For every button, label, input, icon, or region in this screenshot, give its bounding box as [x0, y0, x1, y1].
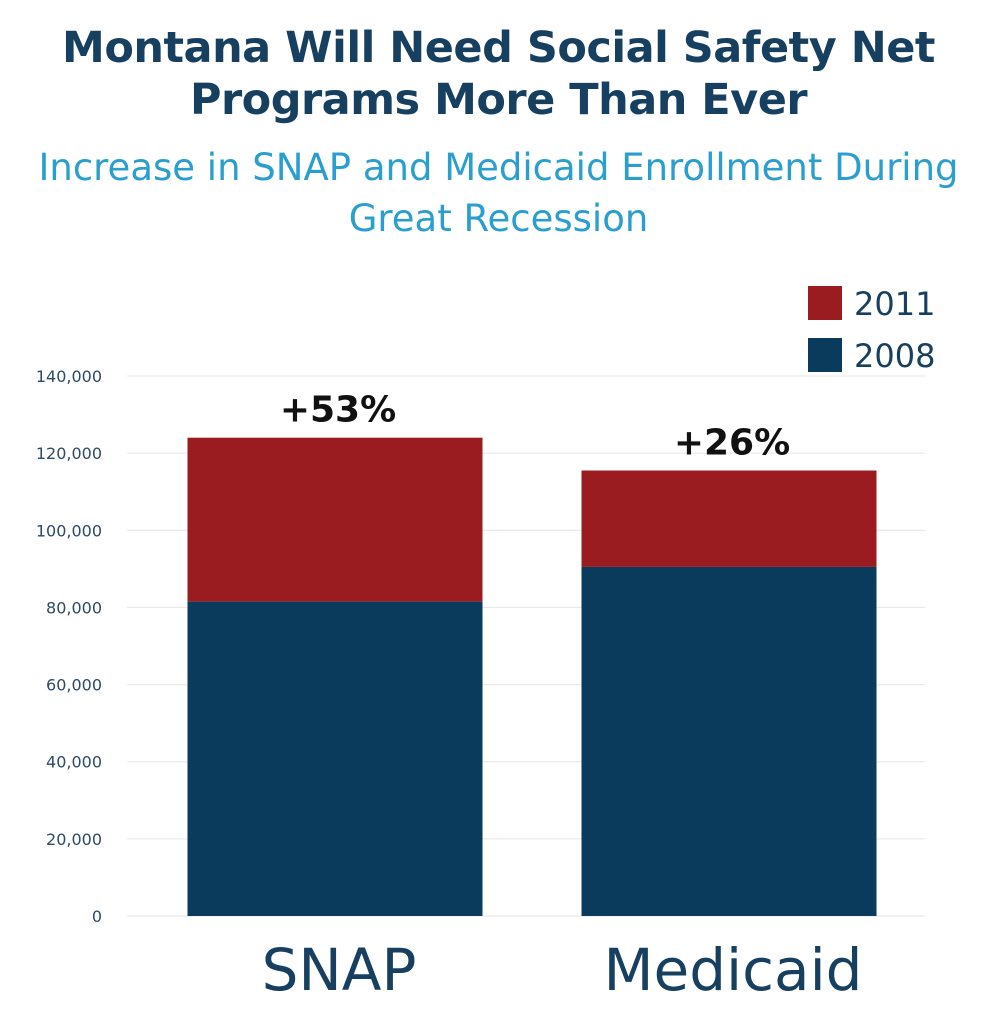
y-tick-label: 60,000	[46, 676, 102, 695]
y-tick-label: 100,000	[36, 521, 102, 540]
chart-subtitle: Increase in SNAP and Medicaid Enrollment…	[38, 146, 959, 240]
y-tick-label: 20,000	[46, 830, 102, 849]
legend-swatch-2008	[808, 338, 842, 372]
x-category-label: SNAP	[262, 936, 417, 1004]
y-tick-label: 0	[92, 907, 102, 926]
increase-label: +53%	[280, 390, 396, 431]
legend-swatch-2011	[808, 286, 842, 320]
bar-2008-snap	[187, 601, 483, 916]
legend-label: 2011	[854, 285, 935, 323]
y-tick-label: 40,000	[46, 753, 102, 772]
bar-2011-medicaid	[581, 470, 877, 567]
bar-2011-snap	[187, 437, 483, 602]
x-category-label: Medicaid	[603, 936, 862, 1004]
y-tick-label: 140,000	[36, 367, 102, 386]
legend-label: 2008	[854, 337, 935, 375]
bar-2008-medicaid	[581, 566, 877, 916]
y-tick-label: 120,000	[36, 444, 102, 463]
increase-label: +26%	[674, 423, 790, 464]
chart-title: Montana Will Need Social Safety Net Prog…	[62, 23, 935, 125]
y-tick-label: 80,000	[46, 598, 102, 617]
